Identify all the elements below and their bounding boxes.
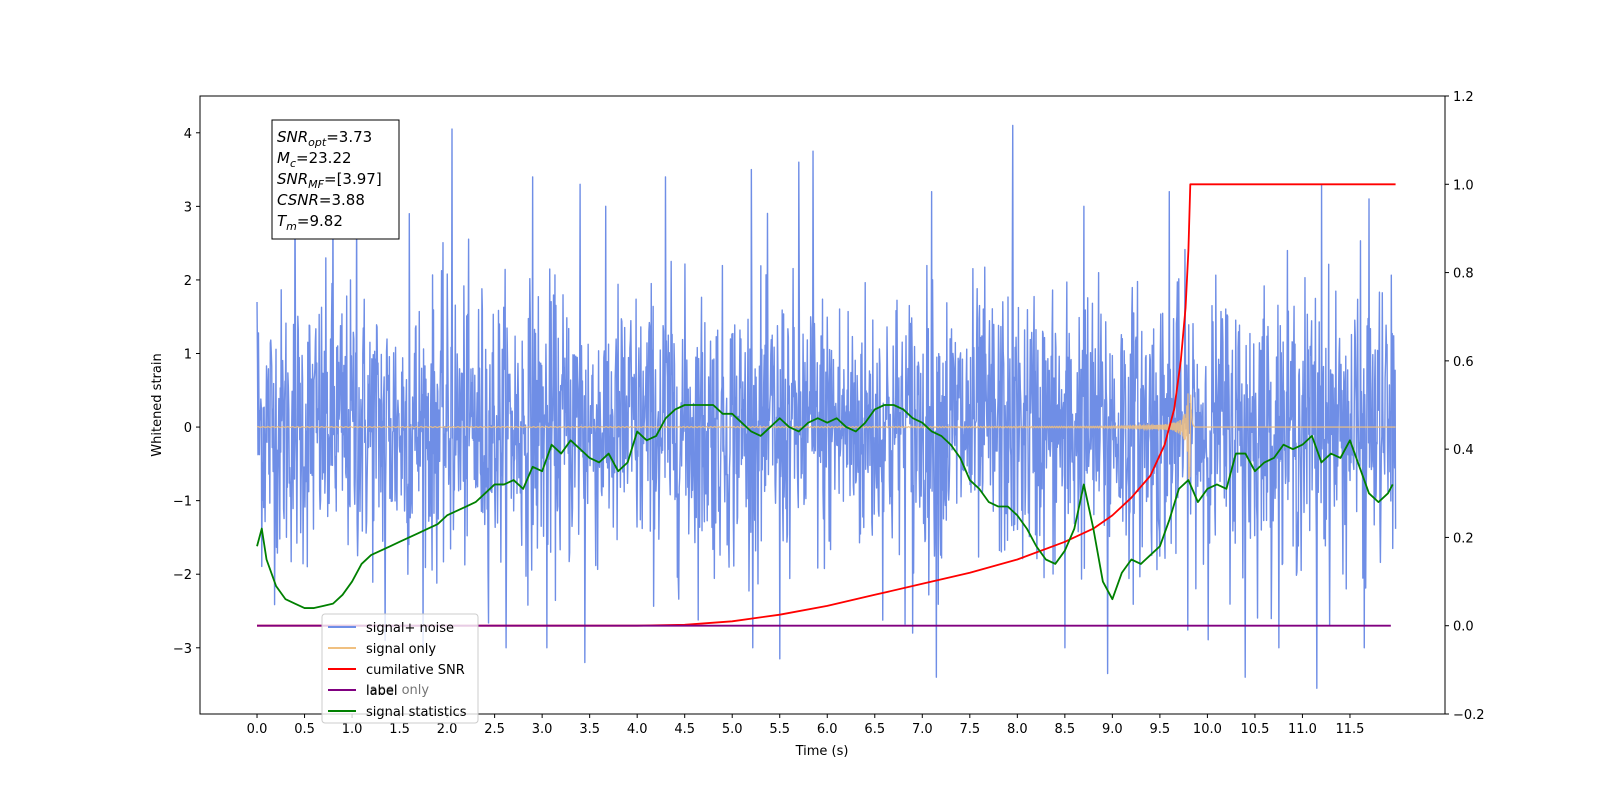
annotation-line: SNRopt=3.73 [277, 128, 372, 149]
legend-label: label [366, 684, 397, 699]
x-tick-label: 8.0 [1007, 722, 1028, 737]
x-axis: 0.0 0.5 1.0 1.5 2.0 2.5 3.0 3.5 4.0 4.5 5.0 5.5 6.0 6… [247, 714, 1364, 737]
x-tick-label: 7.0 [912, 722, 933, 737]
y-tick-label: 0 [184, 421, 192, 436]
y-tick-label: −2 [173, 568, 192, 583]
annotation-line: Mc=23.22 [277, 149, 352, 170]
legend: label only signal+ noise signal only cumila… [321, 613, 479, 724]
x-tick-label: 5.0 [722, 722, 743, 737]
y-tick-label: 2 [184, 274, 192, 289]
stats-annotation-box: SNRopt=3.73Mc=23.22SNRMF=[3.97]CSNR=3.88… [271, 119, 400, 240]
x-tick-label: 2.5 [484, 722, 505, 737]
x-tick-label: 11.0 [1288, 722, 1317, 737]
x-axis-label: Time (s) [795, 744, 849, 759]
series-cumilative-snr [257, 183, 1396, 627]
y-axis-right: −0.2 0.0 0.2 0.4 0.6 0.8 1.0 1.2 [1445, 90, 1485, 723]
x-tick-label: 1.0 [342, 722, 363, 737]
series-signal-only [256, 393, 1396, 483]
x-tick-label: 7.5 [959, 722, 980, 737]
y-tick-label: −1 [173, 495, 192, 510]
x-tick-label: 0.5 [294, 722, 315, 737]
y2-tick-label: 0.2 [1453, 531, 1474, 546]
x-tick-label: 11.5 [1335, 722, 1364, 737]
y2-tick-label: −0.2 [1453, 708, 1485, 723]
x-tick-label: 1.5 [389, 722, 410, 737]
legend-label: signal statistics [366, 705, 467, 720]
x-tick-label: 2.0 [437, 722, 458, 737]
legend-overlap-text: label only [366, 683, 429, 698]
x-tick-label: 9.5 [1150, 722, 1171, 737]
x-tick-label: 4.5 [674, 722, 695, 737]
y-tick-label: 4 [184, 127, 192, 142]
y2-tick-label: 0.4 [1453, 443, 1474, 458]
legend-label: signal only [366, 642, 436, 657]
annotation-frame [271, 119, 400, 240]
y-tick-label: 1 [184, 348, 192, 363]
x-tick-label: 5.5 [769, 722, 790, 737]
y2-tick-label: 0.0 [1453, 620, 1474, 635]
y2-tick-label: 1.2 [1453, 90, 1474, 105]
x-tick-label: 3.5 [579, 722, 600, 737]
annotation-line: Tm=9.82 [277, 212, 343, 233]
y-tick-label: 3 [184, 200, 192, 215]
legend-frame [321, 613, 479, 724]
y2-tick-label: 0.6 [1453, 355, 1474, 370]
annotation-line: CSNR=3.88 [277, 191, 365, 209]
annotation-line: SNRMF=[3.97] [277, 170, 382, 191]
x-tick-label: 10.0 [1193, 722, 1222, 737]
series-signal-statistics [256, 404, 1394, 609]
y-axis-label: Whitened strain [150, 353, 165, 456]
x-tick-label: 6.0 [817, 722, 838, 737]
x-tick-label: 8.5 [1055, 722, 1076, 737]
series-signal-noise [256, 124, 1397, 689]
x-tick-label: 3.0 [532, 722, 553, 737]
plot-frame [199, 95, 1446, 715]
legend-label: signal+ noise [366, 621, 454, 636]
y2-tick-label: 0.8 [1453, 267, 1474, 282]
x-tick-label: 9.0 [1102, 722, 1123, 737]
x-tick-label: 0.0 [247, 722, 268, 737]
y-tick-label: −3 [173, 642, 192, 657]
x-tick-label: 4.0 [627, 722, 648, 737]
y-axis-left: −3 −2 −1 0 1 2 3 4 [173, 127, 200, 657]
x-tick-label: 10.5 [1240, 722, 1269, 737]
legend-label: cumilative SNR [366, 663, 465, 678]
y2-tick-label: 1.0 [1453, 178, 1474, 193]
x-tick-label: 6.5 [864, 722, 885, 737]
